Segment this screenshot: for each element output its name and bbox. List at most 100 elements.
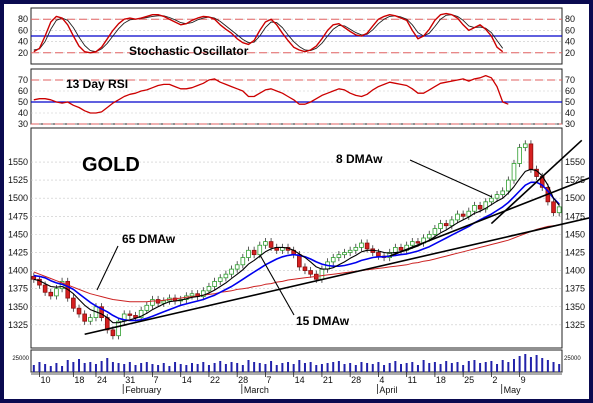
price-candle-up [54,288,59,297]
price-candle-up [212,281,217,287]
volume-bar [219,361,222,372]
price-candle-up [330,257,336,263]
price-tick-label-right: 1500 [565,193,585,203]
price-candle-up [161,300,167,304]
volume-bar [32,365,35,372]
volume-bar [281,363,284,372]
volume-bar [61,366,64,372]
price-candle-down [364,242,370,250]
price-candle-down [31,275,37,280]
volume-plot-area [30,349,563,373]
volume-bar [558,364,561,372]
volume-bar [179,364,182,372]
annotation-pointer [96,245,119,291]
price-candle-up [189,293,195,297]
rsi-plot-area [30,68,563,125]
stoch-tick-label-right: 40 [565,37,575,47]
price-candle-down [99,306,104,319]
price-candle-up [483,201,489,210]
volume-bar [422,360,425,372]
price-tick-label-right: 1425 [565,247,585,257]
price-candle-up [217,277,223,282]
volume-bar [337,361,340,372]
price-plot-area [30,127,563,349]
stoch-tick-label-right: 60 [565,25,575,35]
price-candle-down [415,241,421,244]
stoch-tick-label-left: 80 [18,14,28,24]
price-candle-up [556,206,562,214]
volume-bar [479,363,482,372]
volume-bar [377,362,380,372]
volume-bar [44,364,47,372]
volume-bar [94,364,97,372]
price-tick-label-right: 1325 [565,320,585,330]
volume-bar [524,354,527,372]
price-candle-up [506,179,511,192]
x-axis-day-label: 24 [97,375,107,385]
price-panel: 1550 1550 1525 1525 1500 1500 1475 1475 1450 1450… [8,127,593,349]
rsi-tick-label-right: 60 [565,86,575,96]
rsi-tick-label-right: 30 [565,119,575,129]
price-candle-down [71,297,76,309]
volume-bar [388,363,391,372]
volume-bar [202,362,205,372]
price-candle-up [432,228,438,235]
x-axis-day-label: 18 [74,375,84,385]
price-candle-up [144,304,150,311]
volume-bar [535,355,538,372]
annotation-label: 15 DMAw [296,314,350,328]
volume-bar [168,366,171,372]
price-tick-label-left: 1350 [8,302,28,312]
price-tick-label-left: 1500 [8,193,28,203]
dma65-line [33,224,560,303]
rsi-tick-label-right: 70 [565,75,575,85]
volume-bar [270,361,273,372]
volume-bar [405,363,408,372]
trendline-lower [84,216,593,336]
price-candle-up [353,247,359,251]
stoch-tick-label-right: 20 [565,48,575,58]
volume-bar [343,364,346,372]
volume-bar [366,363,369,372]
volume-bar [298,360,301,372]
volume-bar [258,363,261,372]
price-tick-label-left: 1550 [8,157,28,167]
volume-bar [490,361,493,372]
rsi-tick-label-left: 50 [18,97,28,107]
price-candle-up [116,320,121,337]
volume-bar [501,360,504,372]
x-axis-day-label: 25 [464,375,474,385]
volume-bar [496,364,499,372]
volume-bar [38,362,41,372]
volume-bar [287,362,290,372]
price-candle-up [511,163,517,181]
x-axis-day-label: 31 [125,375,135,385]
price-tick-label-right: 1350 [565,302,585,312]
price-candle-up [393,247,398,253]
volume-bar [111,362,114,372]
volume-bar [117,363,120,372]
price-tick-label-right: 1525 [565,175,585,185]
rsi-tick-label-right: 50 [565,97,575,107]
dma8-line [33,168,560,324]
rsi-tick-label-right: 40 [565,108,575,118]
price-candle-down [528,143,534,170]
price-candle-down [110,329,116,337]
price-candle-down [308,270,313,275]
x-axis-day-label: 28 [238,375,248,385]
price-candle-up [200,290,206,298]
price-candle-up [229,268,234,275]
annotation-pointer [259,254,295,316]
x-axis-month-label: March [244,385,269,395]
price-candle-down [443,223,449,227]
volume-bar [66,360,69,372]
x-axis-day-label: 18 [436,375,446,385]
volume-bar [529,357,532,372]
volume-bar [360,362,363,372]
volume-bar [247,360,250,372]
x-axis-month-label: February [125,385,162,395]
price-candle-up [88,317,93,322]
